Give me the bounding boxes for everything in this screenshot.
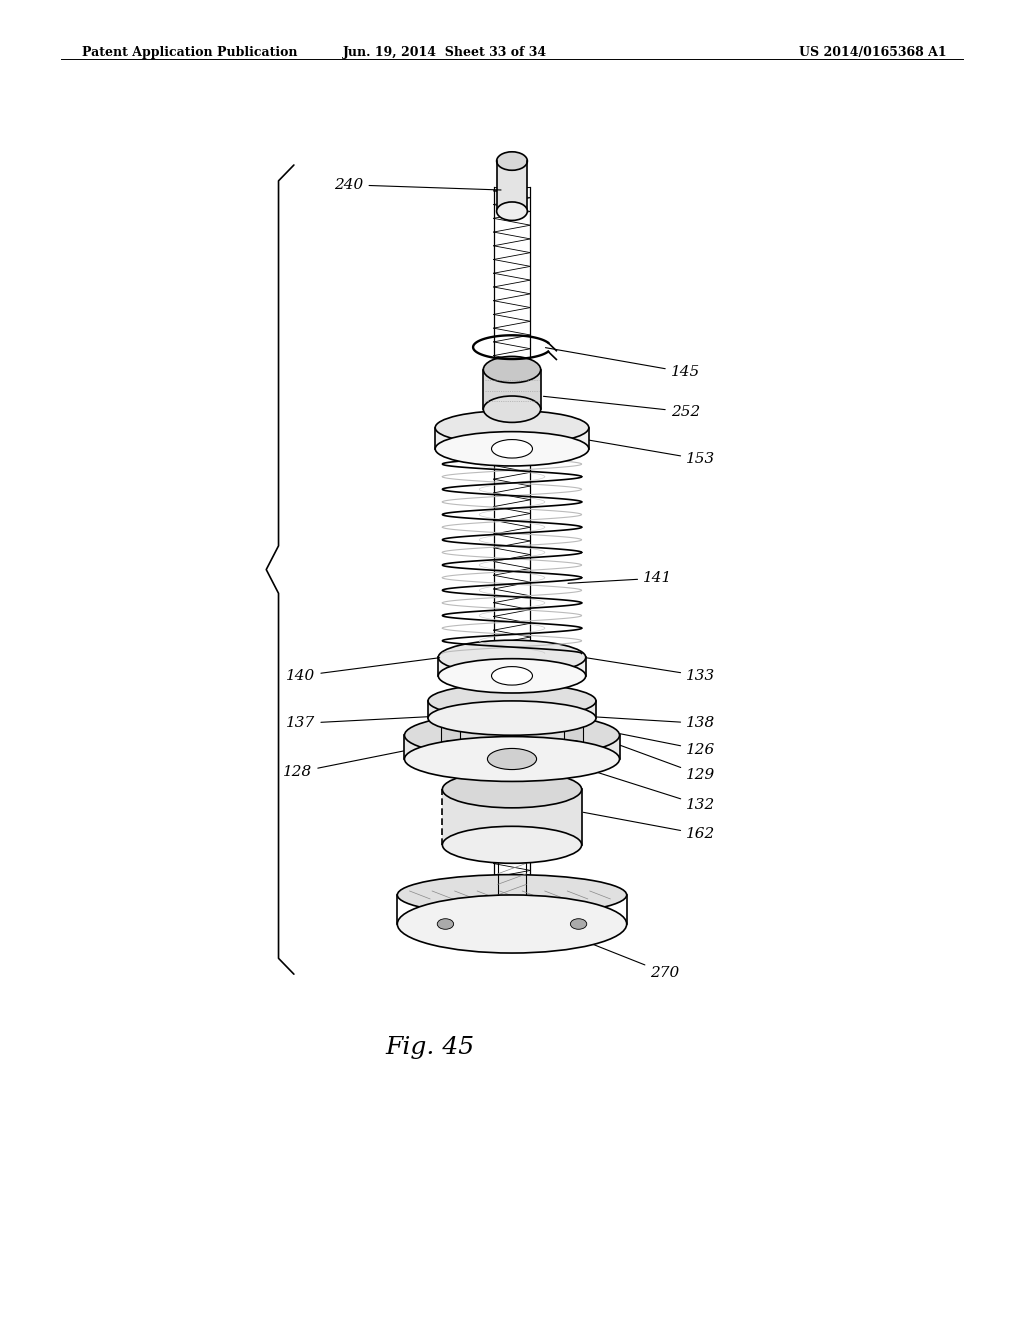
Text: 252: 252 [544, 396, 700, 418]
Bar [442, 789, 582, 845]
Ellipse shape [397, 895, 627, 953]
Ellipse shape [397, 875, 627, 915]
Bar [564, 718, 583, 747]
Ellipse shape [404, 713, 620, 758]
Ellipse shape [428, 701, 596, 735]
Text: 132: 132 [546, 756, 716, 812]
Ellipse shape [497, 202, 527, 220]
Ellipse shape [483, 396, 541, 422]
Bar [441, 718, 460, 747]
Bar [404, 735, 620, 759]
Text: 126: 126 [617, 733, 716, 756]
Ellipse shape [492, 440, 532, 458]
Text: 141: 141 [568, 572, 673, 585]
Ellipse shape [438, 640, 586, 675]
Bar [497, 161, 527, 211]
Text: US 2014/0165368 A1: US 2014/0165368 A1 [799, 46, 946, 59]
Text: 240: 240 [334, 178, 501, 191]
Ellipse shape [438, 659, 586, 693]
Bar [438, 657, 586, 676]
Text: Fig. 45: Fig. 45 [385, 1036, 475, 1059]
Bar [428, 701, 596, 718]
Ellipse shape [570, 919, 587, 929]
Ellipse shape [435, 432, 589, 466]
Ellipse shape [442, 771, 582, 808]
Text: 129: 129 [617, 744, 716, 781]
Ellipse shape [435, 411, 589, 445]
Ellipse shape [564, 741, 583, 754]
Bar [483, 370, 541, 409]
Text: 270: 270 [571, 936, 680, 979]
Text: 138: 138 [574, 715, 716, 730]
Text: 128: 128 [283, 750, 407, 779]
Text: Jun. 19, 2014  Sheet 33 of 34: Jun. 19, 2014 Sheet 33 of 34 [343, 46, 548, 59]
Text: 162: 162 [584, 812, 716, 841]
Ellipse shape [487, 748, 537, 770]
Bar [435, 428, 589, 449]
Ellipse shape [441, 741, 460, 754]
Text: Patent Application Publication: Patent Application Publication [82, 46, 297, 59]
Text: 145: 145 [546, 347, 700, 379]
Ellipse shape [437, 919, 454, 929]
Ellipse shape [483, 356, 541, 383]
Ellipse shape [428, 684, 596, 718]
Ellipse shape [442, 826, 582, 863]
Text: 140: 140 [286, 657, 439, 682]
Text: 133: 133 [587, 657, 716, 682]
Ellipse shape [492, 667, 532, 685]
Text: 137: 137 [286, 715, 450, 730]
Text: 153: 153 [589, 440, 716, 466]
Ellipse shape [404, 737, 620, 781]
Ellipse shape [497, 152, 527, 170]
